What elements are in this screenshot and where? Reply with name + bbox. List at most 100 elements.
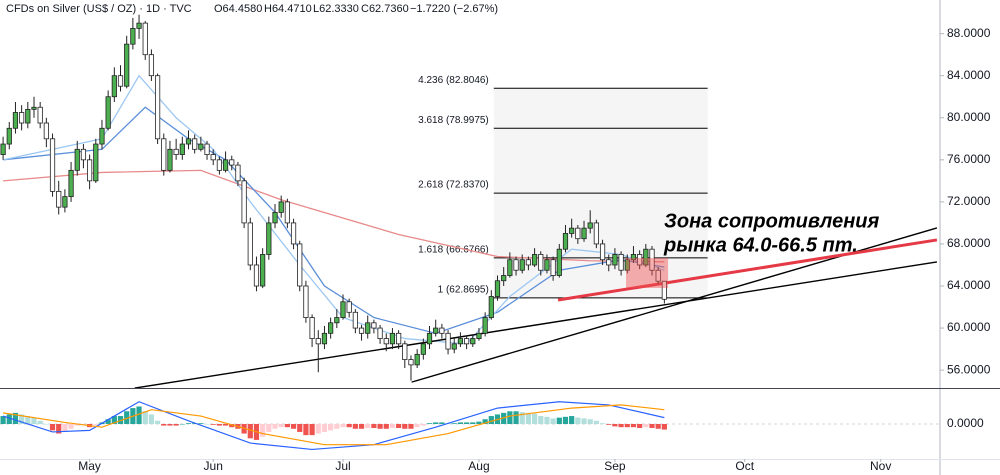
candle-body: [192, 138, 198, 150]
macd-bar: [154, 420, 161, 424]
candle-body: [643, 248, 649, 266]
macd-bar: [173, 424, 179, 426]
macd-bar: [31, 417, 37, 424]
candle-body: [334, 317, 340, 324]
candle-body: [222, 159, 229, 171]
macd-bar: [371, 424, 377, 428]
macd-bar: [340, 424, 346, 428]
candle-body: [56, 190, 62, 208]
macd-bar: [148, 414, 155, 424]
candle-body: [229, 159, 235, 166]
candle-body: [80, 148, 87, 161]
macd-bar: [649, 424, 655, 428]
candle-body: [340, 301, 346, 318]
candle-body: [587, 222, 593, 229]
candle-body: [111, 75, 117, 98]
macd-bar: [266, 424, 272, 432]
macd-bar: [365, 424, 371, 428]
macd-bar: [470, 422, 476, 424]
candle-body: [445, 332, 451, 350]
macd-bar: [303, 424, 309, 436]
macd-bar: [606, 424, 612, 425]
candle-body: [661, 280, 667, 300]
candle-body: [148, 54, 155, 77]
macd-bar: [643, 424, 649, 428]
candle-body: [371, 322, 377, 329]
macd-bar: [25, 416, 31, 424]
macd-bar: [661, 424, 667, 430]
macd-bar: [624, 424, 630, 428]
macd-bar: [569, 416, 575, 424]
macd-bar: [352, 424, 358, 429]
candle-body: [414, 353, 420, 366]
candle-body: [117, 75, 124, 87]
macd-bar: [383, 424, 389, 429]
candle-body: [525, 259, 532, 266]
x-tick-label: Sep: [604, 459, 626, 473]
macd-bar: [556, 417, 562, 424]
candle-body: [531, 254, 538, 266]
price-pane: 1 (62.8695) 1.618 (66.6766) 2.618 (72.8370…: [0, 14, 938, 388]
macd-bar: [581, 418, 587, 424]
x-tick-label: Aug: [468, 459, 489, 473]
candle-body: [278, 201, 284, 213]
y-tick-label: 88.0000: [947, 26, 991, 40]
macd-bar: [229, 424, 235, 428]
candle-body: [210, 154, 216, 161]
candle-body: [99, 127, 105, 145]
candle-body: [124, 43, 130, 87]
candle-body: [309, 317, 315, 339]
macd-bar: [0, 416, 6, 424]
macd-bar: [464, 422, 470, 424]
macd-bar: [433, 422, 439, 424]
macd-bar: [618, 424, 624, 428]
candle-body: [0, 143, 6, 155]
candle-body: [154, 75, 161, 140]
candle-body: [161, 138, 167, 171]
fib-label: 1 (62.8695): [438, 285, 489, 296]
macd-bar: [575, 417, 581, 424]
macd-bar: [315, 424, 321, 434]
y-tick-label: 68.0000: [947, 236, 991, 250]
candle-body: [25, 108, 31, 124]
candle-body: [606, 259, 612, 266]
candle-body: [494, 280, 501, 297]
axes: 56.0000 60.0000 64.0000 68.0000 72.0000 76.00…: [78, 26, 990, 473]
macd-bar: [290, 424, 297, 429]
candle-body: [204, 143, 210, 155]
macd-bar: [377, 424, 383, 429]
fib-label: 1.618 (66.6766): [418, 245, 489, 256]
annotation: рынка 64.0-66.5 пт.: [663, 234, 858, 256]
macd-bar: [247, 424, 253, 439]
macd-bar: [179, 424, 185, 425]
quote-close: C62.7360: [361, 3, 409, 15]
macd-bar: [167, 424, 173, 426]
macd-bar: [550, 418, 556, 424]
macd-bar: [476, 421, 482, 424]
macd-bar: [56, 424, 62, 434]
candle-body: [173, 148, 179, 155]
candle-body: [346, 301, 352, 313]
candle-body: [247, 222, 253, 266]
candle-body: [167, 148, 173, 171]
candle-body: [451, 343, 457, 350]
macd-bar: [346, 424, 352, 428]
candle-body: [272, 212, 278, 224]
y-tick-label: 80.0000: [947, 110, 991, 124]
candle-body: [562, 233, 569, 250]
candle-body: [464, 338, 470, 345]
trend-line: [134, 261, 938, 388]
y-tick-label: 84.0000: [947, 68, 991, 82]
y-tick-label: 60.0000: [947, 320, 991, 334]
candle-body: [624, 259, 630, 271]
macd-bar: [62, 424, 68, 432]
candle-body: [599, 243, 606, 261]
candle-body: [290, 222, 297, 245]
macd-bar: [204, 424, 210, 425]
quote-change: −1.7220 (−2.67%): [410, 3, 498, 15]
fib-label: 2.618 (72.8370): [418, 180, 489, 191]
macd-bar: [420, 424, 426, 426]
candle-body: [538, 254, 544, 271]
candle-body: [216, 159, 222, 171]
candle-body: [544, 259, 550, 271]
